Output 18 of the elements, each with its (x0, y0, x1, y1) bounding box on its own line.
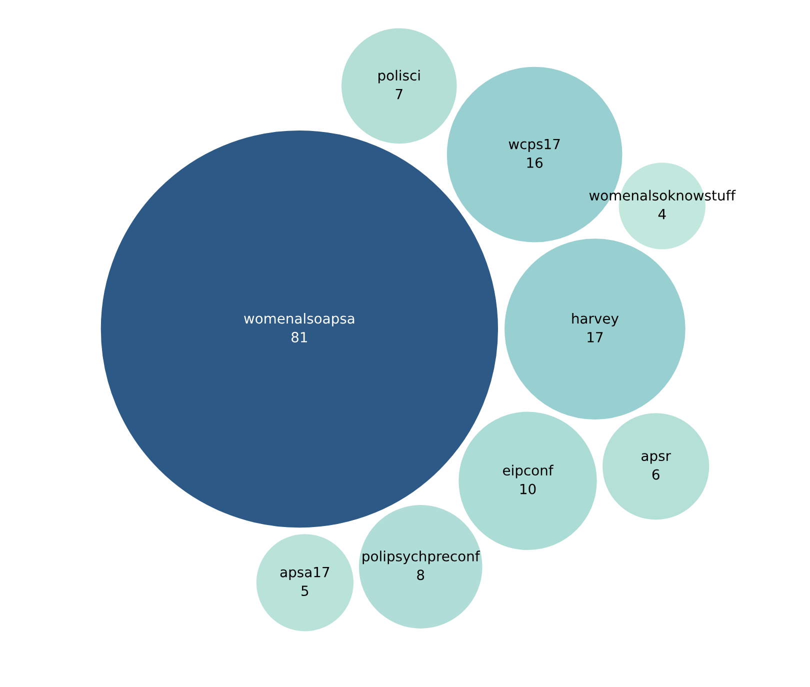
data-label: 10 (520, 484, 536, 494)
category-label: womenalsoknowstuff (589, 190, 736, 201)
category-label: polipsychpreconf (362, 550, 480, 564)
category-label: eipconf (503, 464, 554, 478)
data-label: 6 (652, 469, 660, 480)
data-label: 8 (417, 570, 424, 580)
data-label: 7 (396, 89, 402, 100)
data-label: 17 (588, 332, 603, 342)
data-label: 4 (658, 209, 666, 220)
category-label: apsa17 (280, 567, 330, 580)
category-label: womenalsoapsa (244, 312, 354, 326)
category-label: harvey (572, 312, 619, 326)
data-label: 16 (527, 157, 543, 168)
category-label: wcps17 (508, 138, 560, 152)
category-label: apsr (642, 453, 671, 464)
data-label: 81 (292, 332, 307, 342)
data-label: 5 (302, 586, 308, 596)
category-label: polisci (378, 70, 420, 84)
